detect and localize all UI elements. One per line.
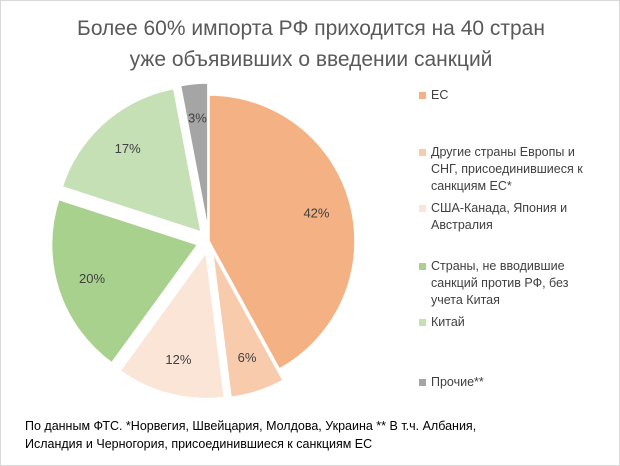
pie-data-label-0: 42% bbox=[303, 205, 329, 220]
pie-data-label-5: 3% bbox=[188, 111, 207, 126]
footnote-line-1: По данным ФТС. *Норвегия, Швейцария, Мол… bbox=[25, 419, 477, 433]
chart-title-line-2: уже объявивших о введении санкций bbox=[129, 48, 493, 71]
legend-label-5: Прочие** bbox=[431, 375, 484, 389]
footnote-line-2: Исландия и Черногория, присоединившиеся … bbox=[25, 437, 373, 451]
footnote: По данным ФТС. *Норвегия, Швейцария, Мол… bbox=[25, 417, 605, 453]
pie-slice-1 bbox=[211, 252, 285, 399]
legend-label-0: ЕС bbox=[431, 88, 449, 102]
legend-label-1: Другие страны Европы и СНГ, присоединивши… bbox=[431, 145, 583, 193]
legend-swatch-3 bbox=[419, 263, 426, 270]
pie-data-labels: 42% 6% 12% 20% 17% 3% bbox=[79, 111, 330, 368]
legend-label-3: Страны, не вводившие санкций против РФ, б… bbox=[431, 259, 569, 307]
pie-slices bbox=[50, 82, 356, 400]
legend-label-4: Китай bbox=[431, 315, 465, 329]
pie-data-label-3: 20% bbox=[79, 271, 105, 286]
pie-slice-0 bbox=[208, 94, 356, 370]
pie-data-label-4: 17% bbox=[115, 141, 141, 156]
pie-slice-5 bbox=[179, 82, 209, 230]
legend-label-2: США-Канада, Япония и Австралия bbox=[431, 201, 568, 232]
legend-swatch-1 bbox=[419, 149, 426, 156]
pie-slice-3 bbox=[50, 198, 199, 364]
pie-chart: 42% 6% 12% 20% 17% 3% bbox=[50, 82, 356, 400]
legend-swatch-5 bbox=[419, 379, 426, 386]
legend-swatch-0 bbox=[419, 92, 426, 99]
pie-slice-4 bbox=[61, 87, 203, 234]
pie-data-label-2: 12% bbox=[165, 352, 191, 367]
chart-title: Более 60% импорта РФ приходится на 40 ст… bbox=[21, 13, 601, 75]
legend-swatch-2 bbox=[419, 205, 426, 212]
pie-slice-2 bbox=[119, 250, 226, 400]
pie-data-label-1: 6% bbox=[238, 350, 257, 365]
legend-swatch-4 bbox=[419, 319, 426, 326]
chart-title-line-1: Более 60% импорта РФ приходится на 40 ст… bbox=[77, 17, 545, 40]
